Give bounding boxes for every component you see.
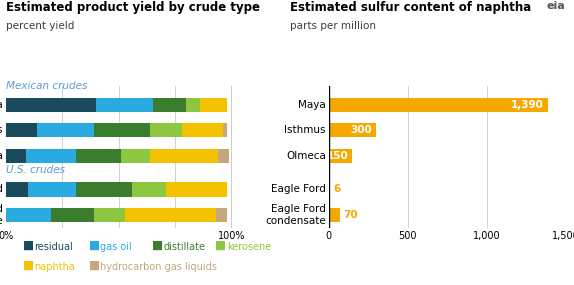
Text: ■: ■: [23, 239, 34, 252]
Text: ■: ■: [23, 259, 34, 272]
Text: ■: ■: [152, 239, 163, 252]
Text: 150: 150: [327, 151, 348, 161]
Bar: [150, 149, 218, 163]
Bar: [126, 208, 216, 222]
Bar: [96, 98, 153, 112]
Bar: [6, 182, 28, 197]
Text: 300: 300: [350, 125, 372, 135]
Bar: [166, 182, 227, 197]
Bar: [223, 123, 227, 137]
Bar: [150, 123, 182, 137]
Bar: [26, 149, 76, 163]
Bar: [6, 149, 26, 163]
Bar: [200, 98, 227, 112]
Text: hydrocarbon gas liquids: hydrocarbon gas liquids: [100, 262, 218, 272]
Bar: [182, 123, 223, 137]
Text: distillate: distillate: [164, 242, 205, 252]
Bar: [218, 149, 230, 163]
Bar: [51, 208, 94, 222]
Bar: [121, 149, 150, 163]
Text: Estimated product yield by crude type: Estimated product yield by crude type: [6, 1, 260, 15]
Text: 1,390: 1,390: [511, 100, 544, 110]
Text: Estimated sulfur content of naphtha: Estimated sulfur content of naphtha: [290, 1, 531, 15]
Bar: [329, 208, 340, 222]
Text: ■: ■: [89, 259, 100, 272]
Bar: [216, 208, 227, 222]
Bar: [76, 149, 121, 163]
Text: eia: eia: [546, 1, 565, 11]
Bar: [37, 123, 94, 137]
Bar: [6, 98, 96, 112]
Text: naphtha: naphtha: [34, 262, 75, 272]
Bar: [153, 98, 187, 112]
Text: Mexican crudes: Mexican crudes: [6, 81, 87, 91]
Bar: [132, 182, 166, 197]
Text: parts per million: parts per million: [290, 21, 376, 31]
Bar: [329, 149, 352, 163]
Bar: [6, 208, 51, 222]
Text: percent yield: percent yield: [6, 21, 74, 31]
Bar: [6, 123, 37, 137]
Text: ■: ■: [89, 239, 100, 252]
Bar: [28, 182, 76, 197]
Bar: [329, 123, 376, 137]
Bar: [94, 123, 150, 137]
Bar: [187, 98, 200, 112]
Text: kerosene: kerosene: [227, 242, 271, 252]
Text: 6: 6: [333, 184, 341, 194]
Text: 70: 70: [344, 210, 358, 220]
Text: U.S. crudes: U.S. crudes: [6, 165, 65, 175]
Bar: [76, 182, 132, 197]
Bar: [329, 98, 548, 112]
Text: residual: residual: [34, 242, 73, 252]
Text: ■: ■: [215, 239, 226, 252]
Text: gas oil: gas oil: [100, 242, 132, 252]
Bar: [94, 208, 126, 222]
